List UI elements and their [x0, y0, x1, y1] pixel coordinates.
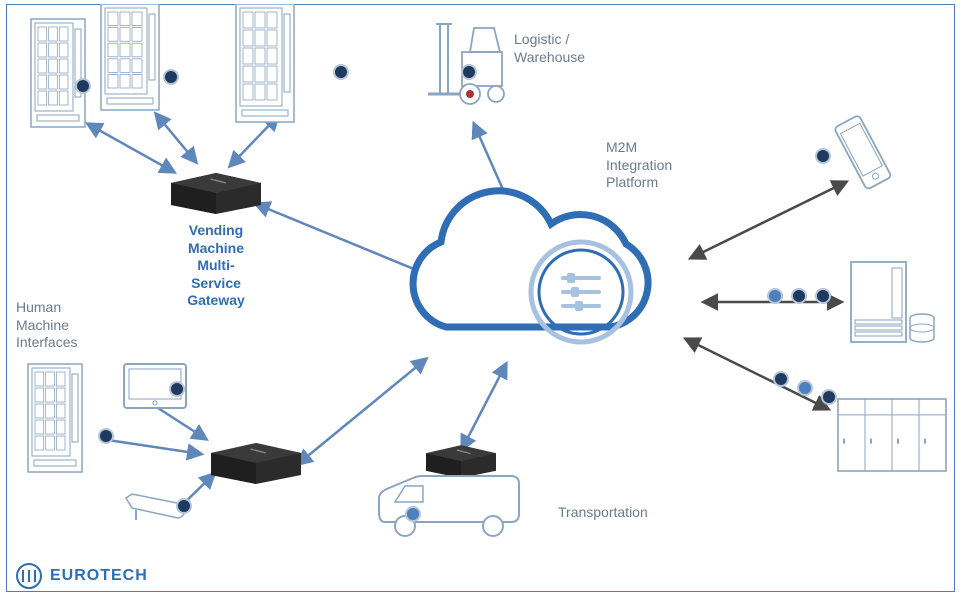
brand-logo-text: EUROTECH [50, 567, 148, 585]
label-hmi: Human Machine Interfaces [16, 299, 116, 352]
label-logistic: Logistic / Warehouse [514, 31, 634, 66]
label-transport: Transportation [558, 504, 678, 522]
label-vending: Vending Machine Multi- Service Gateway [166, 222, 266, 310]
label-m2m: M2M Integration Platform [606, 139, 726, 192]
brand-logo: EUROTECH [16, 563, 148, 589]
diagram-svg [6, 4, 953, 590]
brand-logo-icon [16, 563, 42, 589]
